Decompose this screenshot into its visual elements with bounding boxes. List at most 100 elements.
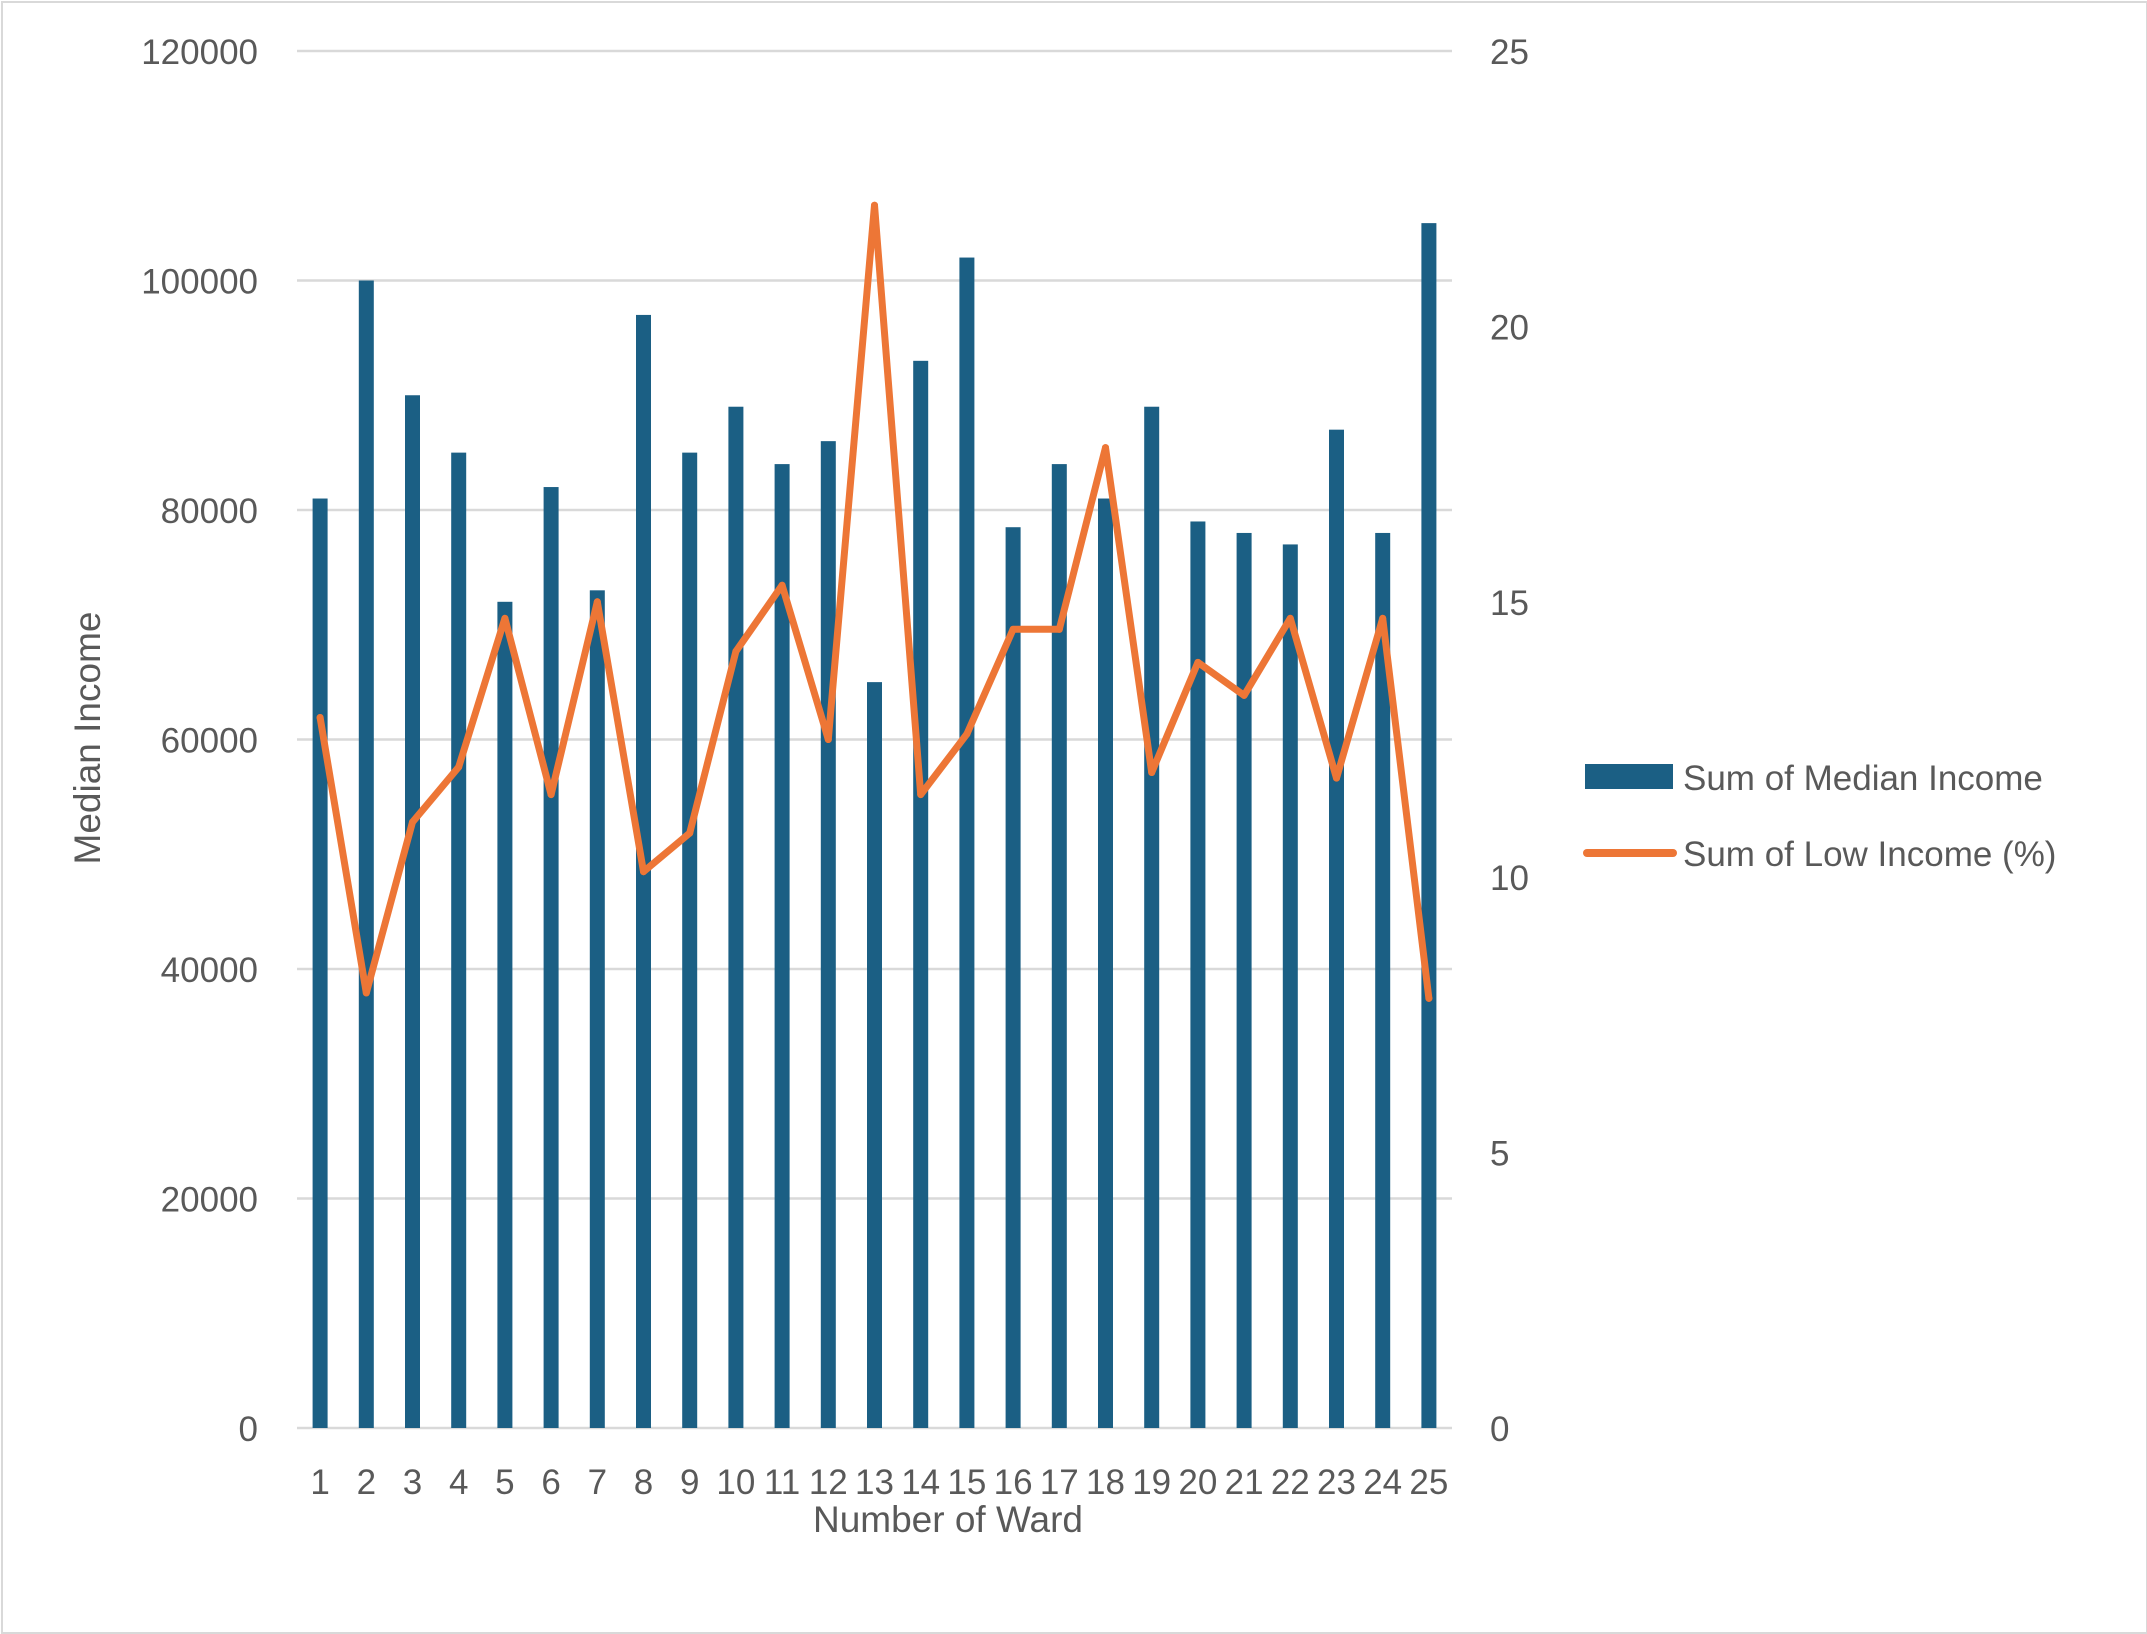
bar bbox=[1282, 544, 1298, 1428]
x-tick-label: 11 bbox=[764, 1463, 800, 1502]
line-point bbox=[1102, 444, 1109, 452]
x-tick-label: 21 bbox=[1225, 1463, 1264, 1502]
line-series-low-income bbox=[316, 201, 1433, 1002]
bar bbox=[312, 498, 328, 1428]
bar bbox=[1051, 464, 1067, 1429]
y-tick-label: 120000 bbox=[141, 33, 258, 72]
line-point bbox=[778, 581, 786, 589]
bar-series-median-income bbox=[312, 223, 1437, 1429]
x-tick-label: 7 bbox=[588, 1463, 607, 1502]
bar bbox=[867, 682, 882, 1428]
x-tick-label: 16 bbox=[994, 1463, 1033, 1502]
line-point bbox=[732, 647, 740, 655]
x-tick-label: 5 bbox=[495, 1463, 514, 1502]
bar bbox=[913, 360, 929, 1429]
bar bbox=[682, 452, 698, 1428]
line-point bbox=[316, 713, 324, 721]
line-point bbox=[547, 791, 555, 799]
bar bbox=[451, 452, 467, 1428]
x-axis-ticks: 1 2 3 4 5 6 7 8 9 10 11 12 13 14 15 16 17 18 19 20 21 22 23 24 2… bbox=[310, 1463, 1448, 1502]
x-tick-label: 25 bbox=[1409, 1463, 1448, 1502]
bar bbox=[1190, 521, 1206, 1428]
bar bbox=[728, 406, 744, 1429]
y-axis-title: Median Income bbox=[67, 612, 108, 865]
y-tick-label: 100000 bbox=[141, 263, 258, 302]
bar bbox=[589, 590, 605, 1428]
legend-label-low-income: Sum of Low Income (%) bbox=[1683, 835, 2056, 874]
x-tick-label: 3 bbox=[403, 1463, 422, 1502]
y-tick-label: 20000 bbox=[161, 1181, 258, 1220]
line-point bbox=[455, 763, 463, 771]
x-tick-label: 10 bbox=[716, 1463, 755, 1502]
bar bbox=[959, 257, 975, 1428]
bar bbox=[1236, 532, 1252, 1428]
line-point bbox=[1009, 625, 1017, 633]
x-tick-label: 18 bbox=[1086, 1463, 1125, 1502]
line-point bbox=[593, 598, 601, 606]
y-tick-label: 60000 bbox=[161, 722, 258, 761]
y2-tick-label: 25 bbox=[1490, 33, 1529, 72]
x-tick-label: 17 bbox=[1040, 1463, 1079, 1502]
bar bbox=[1144, 406, 1160, 1429]
bar bbox=[1329, 429, 1344, 1428]
x-tick-label: 13 bbox=[855, 1463, 894, 1502]
line-point bbox=[1194, 658, 1202, 666]
line-point bbox=[640, 868, 647, 876]
y-axis-left-ticks: 0 20000 40000 60000 80000 100000 120000 bbox=[141, 33, 258, 1449]
line-point bbox=[1055, 625, 1063, 633]
line-point bbox=[1379, 614, 1387, 622]
gridlines bbox=[297, 49, 1452, 1430]
x-tick-label: 2 bbox=[357, 1463, 376, 1502]
line-point bbox=[362, 989, 370, 997]
line-point bbox=[1286, 614, 1294, 622]
bar bbox=[1375, 532, 1391, 1428]
bar bbox=[774, 464, 790, 1429]
legend-swatch-median-income bbox=[1585, 764, 1673, 789]
line-point bbox=[501, 614, 509, 622]
bar bbox=[358, 280, 374, 1428]
x-tick-label: 14 bbox=[901, 1463, 940, 1502]
line-point bbox=[1425, 994, 1433, 1002]
x-tick-label: 1 bbox=[310, 1463, 329, 1502]
y2-tick-label: 0 bbox=[1490, 1410, 1509, 1449]
line-point bbox=[1240, 691, 1248, 699]
x-tick-label: 12 bbox=[809, 1463, 848, 1502]
x-tick-label: 9 bbox=[680, 1463, 699, 1502]
x-axis-title: Number of Ward bbox=[813, 1499, 1083, 1540]
legend-label-median-income: Sum of Median Income bbox=[1683, 759, 2043, 798]
bar bbox=[405, 395, 420, 1428]
line-point bbox=[824, 736, 832, 743]
bar bbox=[497, 601, 513, 1428]
line-point bbox=[1148, 769, 1156, 777]
x-tick-label: 8 bbox=[634, 1463, 653, 1502]
y2-tick-label: 5 bbox=[1490, 1135, 1509, 1174]
bar bbox=[543, 487, 559, 1428]
x-tick-label: 22 bbox=[1271, 1463, 1310, 1502]
bar bbox=[1098, 498, 1113, 1428]
y2-tick-label: 15 bbox=[1490, 584, 1529, 623]
bar bbox=[820, 441, 836, 1428]
y-tick-label: 40000 bbox=[161, 951, 258, 990]
line-point bbox=[871, 201, 878, 209]
line-point bbox=[409, 818, 416, 826]
line-point bbox=[1333, 774, 1340, 782]
x-tick-label: 6 bbox=[541, 1463, 560, 1502]
line-point bbox=[686, 829, 694, 837]
x-tick-label: 20 bbox=[1178, 1463, 1217, 1502]
line-point bbox=[917, 791, 925, 799]
bar bbox=[1421, 223, 1437, 1428]
x-tick-label: 15 bbox=[947, 1463, 986, 1502]
y-tick-label: 80000 bbox=[161, 492, 258, 531]
y-axis-right-ticks: 0 5 10 15 20 25 bbox=[1490, 33, 1529, 1449]
x-tick-label: 19 bbox=[1132, 1463, 1171, 1502]
bar bbox=[1005, 527, 1021, 1428]
y2-tick-label: 10 bbox=[1490, 859, 1529, 898]
x-tick-label: 24 bbox=[1363, 1463, 1402, 1502]
y-tick-label: 0 bbox=[239, 1410, 258, 1449]
line-point bbox=[963, 730, 971, 738]
x-tick-label: 23 bbox=[1317, 1463, 1356, 1502]
legend: Sum of Median Income Sum of Low Income (… bbox=[1583, 759, 2056, 874]
x-tick-label: 4 bbox=[449, 1463, 468, 1502]
